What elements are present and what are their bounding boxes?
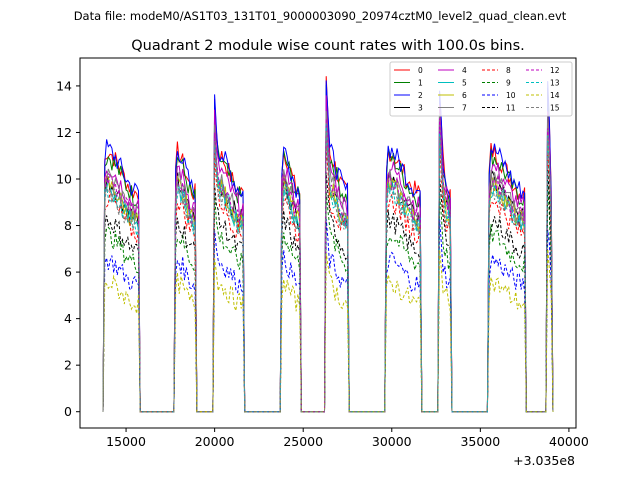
legend-label-5: 5 <box>462 79 467 88</box>
x-axis-offset-label: +3.035e8 <box>513 453 575 468</box>
legend-label-4: 4 <box>462 66 467 75</box>
legend-label-3: 3 <box>418 104 423 113</box>
legend-label-8: 8 <box>506 66 511 75</box>
legend-label-14: 14 <box>550 91 560 100</box>
legend-label-10: 10 <box>506 91 516 100</box>
y-tick-label: 14 <box>56 78 72 93</box>
legend-label-1: 1 <box>418 79 423 88</box>
series-line-8 <box>102 146 554 413</box>
series-line-9 <box>102 184 554 413</box>
legend-label-6: 6 <box>462 91 467 100</box>
series-line-10 <box>102 218 554 413</box>
x-tick-label: 30000 <box>372 434 412 449</box>
series-layer <box>102 76 554 413</box>
series-line-11 <box>102 167 554 413</box>
legend-label-7: 7 <box>462 104 467 113</box>
x-tick-label: 15000 <box>106 434 146 449</box>
legend-label-13: 13 <box>550 79 560 88</box>
axis-ticks: 15000 20000 25000 30000 35000 400000246810121… <box>56 78 589 449</box>
legend-label-12: 12 <box>550 66 560 75</box>
y-tick-label: 10 <box>56 172 72 187</box>
series-line-2 <box>102 80 554 413</box>
y-tick-label: 2 <box>64 358 72 373</box>
data-file-caption: Data file: modeM0/AS1T03_131T01_90000030… <box>74 9 567 23</box>
x-tick-label: 20000 <box>195 434 235 449</box>
y-tick-label: 4 <box>64 311 72 326</box>
y-tick-label: 8 <box>64 218 72 233</box>
series-line-7 <box>102 110 554 413</box>
y-tick-label: 0 <box>64 404 72 419</box>
chart-title: Quadrant 2 module wise count rates with … <box>131 38 525 54</box>
legend-label-9: 9 <box>506 79 511 88</box>
x-tick-label: 25000 <box>283 434 323 449</box>
series-line-14 <box>102 249 554 413</box>
y-tick-label: 6 <box>64 265 72 280</box>
legend-label-2: 2 <box>418 91 423 100</box>
legend-label-0: 0 <box>418 66 423 75</box>
series-line-15 <box>102 130 554 413</box>
legend-box <box>389 61 573 117</box>
x-tick-label: 40000 <box>549 434 589 449</box>
legend-label-15: 15 <box>550 104 560 113</box>
series-line-4 <box>102 95 554 413</box>
legend-label-11: 11 <box>506 104 516 113</box>
x-tick-label: 35000 <box>460 434 500 449</box>
plot-frame <box>79 57 577 429</box>
y-tick-label: 12 <box>56 125 72 140</box>
